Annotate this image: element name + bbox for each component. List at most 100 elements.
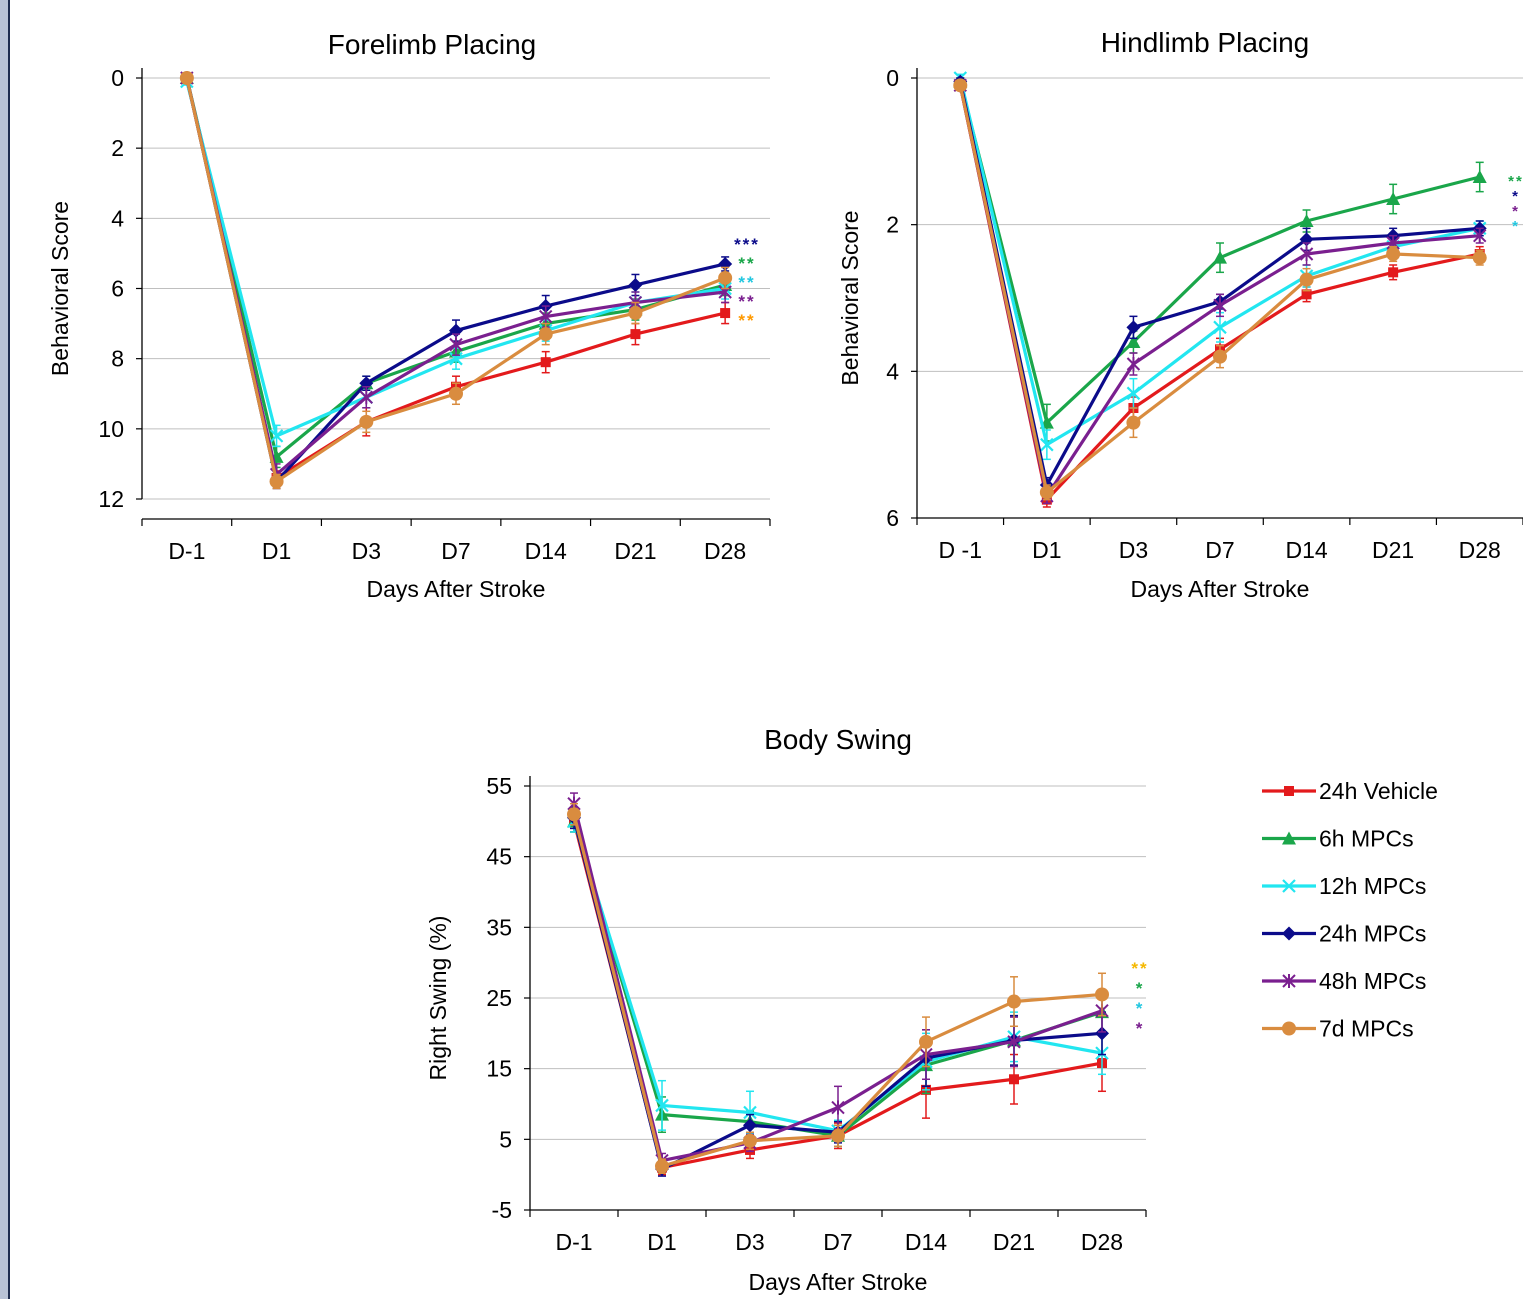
y-tick-label: 6 xyxy=(886,505,899,531)
y-tick-label: 15 xyxy=(486,1056,512,1082)
data-point xyxy=(1213,349,1227,364)
data-point xyxy=(1213,320,1227,335)
data-point xyxy=(743,1133,757,1148)
x-tick-label: D1 xyxy=(262,538,291,564)
data-point xyxy=(1095,1026,1109,1041)
data-point xyxy=(720,308,731,319)
data-point xyxy=(1007,1034,1021,1049)
x-axis-label: Days After Stroke xyxy=(1131,576,1310,602)
legend-label: 24h MPCs xyxy=(1319,921,1426,947)
data-point xyxy=(540,357,551,368)
significance-marker: ** xyxy=(738,292,755,311)
chart-title: Body Swing xyxy=(764,724,912,755)
y-tick-label: 0 xyxy=(886,65,899,91)
data-point xyxy=(1213,298,1227,313)
legend-label: 24h Vehicle xyxy=(1319,778,1438,804)
significance-marker: ** xyxy=(1131,959,1148,978)
x-tick-label: D21 xyxy=(614,538,656,564)
significance-marker: ** xyxy=(738,254,755,273)
x-tick-label: D1 xyxy=(647,1229,676,1255)
data-point xyxy=(1301,289,1312,300)
x-tick-label: D3 xyxy=(1119,537,1148,563)
y-tick-label: 5 xyxy=(499,1126,512,1152)
x-tick-label: D21 xyxy=(1372,537,1414,563)
data-point xyxy=(567,807,581,822)
data-point xyxy=(1040,437,1054,452)
series-48h-mpcs xyxy=(953,78,1487,505)
chart-forelimb-placing: Forelimb Placing 0 2 4 6 8 10 12 D-1 D1 D3 D7 D14 D21… xyxy=(47,29,771,602)
y-tick-label: 10 xyxy=(98,416,124,442)
data-point xyxy=(1299,214,1314,227)
legend-label: 12h MPCs xyxy=(1319,873,1426,899)
y-tick-label: 35 xyxy=(486,914,512,940)
data-point xyxy=(1213,250,1227,264)
data-point xyxy=(1007,994,1021,1009)
significance-marker: ** xyxy=(738,273,755,292)
data-point xyxy=(743,1105,757,1120)
x-tick-label: D3 xyxy=(735,1229,764,1255)
series-7d-mpcs xyxy=(953,78,1487,501)
data-point xyxy=(1473,228,1487,243)
x-tick-label: D14 xyxy=(1285,537,1327,563)
data-point xyxy=(919,1034,933,1049)
data-point xyxy=(539,309,553,324)
data-point xyxy=(1126,357,1141,371)
series-line xyxy=(958,85,1480,498)
legend-item-6h-mpcs: 6h MPCs xyxy=(1262,826,1414,852)
data-point xyxy=(1299,272,1314,287)
data-point xyxy=(1386,247,1401,261)
x-tick-label: D14 xyxy=(525,538,567,564)
y-tick-label: 25 xyxy=(486,985,512,1011)
data-point xyxy=(1009,1074,1019,1085)
legend-marker xyxy=(1284,786,1294,796)
y-tick-label: 4 xyxy=(886,358,899,384)
legend-marker xyxy=(1282,926,1296,941)
legend-label: 6h MPCs xyxy=(1319,826,1414,852)
significance-marker: * xyxy=(1136,1019,1145,1038)
x-tick-label: D-1 xyxy=(555,1229,592,1255)
data-point xyxy=(269,429,284,443)
legend-item-48h-mpcs: 48h MPCs xyxy=(1262,968,1426,994)
data-point xyxy=(359,390,373,405)
series-line xyxy=(958,85,1480,494)
x-tick-label: D -1 xyxy=(939,537,982,563)
data-point xyxy=(449,386,463,401)
data-point xyxy=(1095,987,1109,1002)
chart-title: Forelimb Placing xyxy=(328,29,537,60)
data-point xyxy=(831,1128,845,1143)
significance-marker: ** xyxy=(1508,173,1523,190)
significance-marker: *** xyxy=(734,235,760,254)
significance-marker: * xyxy=(1136,979,1145,998)
significance-marker: ** xyxy=(738,311,755,330)
series-7d-mpcs xyxy=(179,71,733,490)
y-axis-label: Behavioral Score xyxy=(837,210,863,385)
data-point xyxy=(628,277,643,292)
data-point xyxy=(630,329,641,340)
y-tick-label: 0 xyxy=(111,65,124,91)
x-tick-label: D28 xyxy=(1081,1229,1123,1255)
x-tick-label: D21 xyxy=(993,1229,1035,1255)
legend-item-24h-mpcs: 24h MPCs xyxy=(1262,921,1426,947)
chart-body-swing: Body Swing -5 5 15 25 35 45 55 D-1 D1 D3 D7 D14 D21 D2… xyxy=(425,724,1438,1295)
legend-item-7d-mpcs: 7d MPCs xyxy=(1262,1016,1414,1042)
significance-marker: * xyxy=(1512,218,1520,235)
series-7d-mpcs xyxy=(567,802,1109,1175)
x-tick-label: D7 xyxy=(441,538,470,564)
data-point xyxy=(1472,170,1487,183)
legend-item-12h-mpcs: 12h MPCs xyxy=(1262,873,1426,899)
data-point xyxy=(359,414,374,429)
y-tick-label: 12 xyxy=(98,486,124,512)
x-tick-label: D-1 xyxy=(168,538,205,564)
data-point xyxy=(1126,335,1141,348)
x-tick-label: D14 xyxy=(905,1229,947,1255)
legend-label: 48h MPCs xyxy=(1319,968,1426,994)
data-point xyxy=(1472,250,1487,265)
legend-item-24h-vehicle: 24h Vehicle xyxy=(1262,778,1438,804)
x-tick-label: D1 xyxy=(1032,537,1061,563)
data-point xyxy=(743,1118,757,1133)
y-tick-label: 4 xyxy=(111,205,124,231)
chart-hindlimb-placing: Hindlimb Placing 0 2 4 6 D -1 D1 D3 D7 D14 D21 D28 D… xyxy=(837,27,1523,602)
y-tick-label: 55 xyxy=(486,773,512,799)
y-tick-label: 6 xyxy=(111,276,124,302)
